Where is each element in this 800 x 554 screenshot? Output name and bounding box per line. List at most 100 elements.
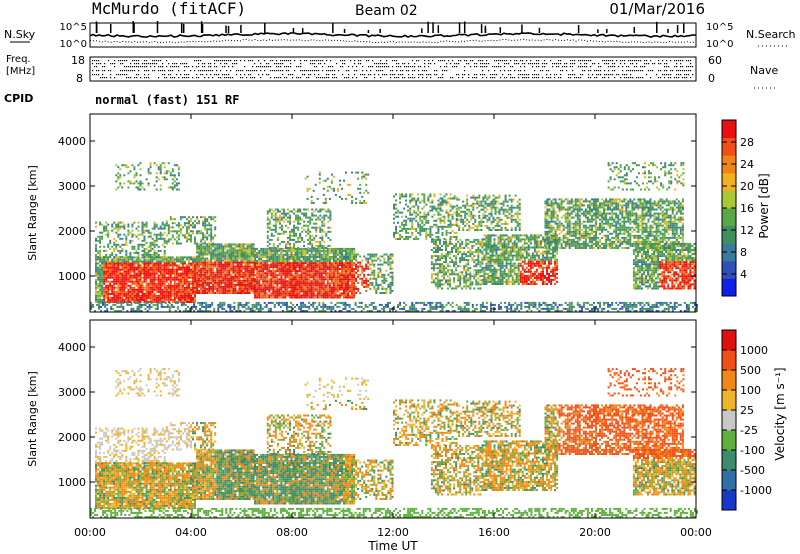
echo-cell: [166, 265, 168, 267]
freq-dot: [368, 66, 369, 67]
echo-cell: [247, 270, 249, 272]
echo-cell: [313, 280, 315, 282]
echo-cell: [467, 277, 469, 279]
echo-cell: [166, 279, 168, 281]
echo-cell: [266, 264, 268, 266]
echo-cell: [459, 277, 461, 279]
echo-cell: [313, 297, 315, 299]
freq-dot: [412, 60, 413, 61]
freq-dot: [592, 74, 593, 75]
echo-cell: [280, 266, 282, 268]
echo-cell: [245, 272, 247, 274]
echo-cell: [150, 293, 152, 295]
echo-cell: [212, 274, 214, 276]
echo-cell: [176, 297, 178, 299]
echo-cell: [119, 261, 121, 263]
echo-cell: [245, 247, 247, 249]
freq-dot: [558, 66, 559, 67]
freq-dot: [184, 77, 185, 78]
echo-cell: [103, 258, 105, 260]
echo-cell: [158, 299, 160, 301]
freq-dot: [504, 60, 505, 61]
echo-cell: [247, 256, 249, 258]
echo-cell: [212, 256, 214, 258]
echo-cell: [487, 275, 489, 277]
echo-cell: [115, 269, 117, 271]
echo-cell: [431, 261, 433, 263]
echo-cell: [347, 272, 349, 274]
echo-cell: [160, 273, 162, 275]
freq-dot: [208, 63, 209, 64]
echo-cell: [182, 263, 184, 265]
echo-cell: [176, 291, 178, 293]
echo-cell: [245, 282, 247, 284]
freq-dot: [358, 63, 359, 64]
echo-cell: [498, 243, 500, 245]
echo-cell: [467, 273, 469, 275]
echo-cell: [146, 287, 148, 289]
freq-dot: [424, 60, 425, 61]
freq-dot: [606, 60, 607, 61]
echo-cell: [305, 286, 307, 288]
echo-cell: [435, 285, 437, 287]
echo-cell: [152, 283, 154, 285]
echo-cell: [268, 288, 270, 290]
freq-dot: [572, 70, 573, 71]
freq-dot: [422, 74, 423, 75]
echo-cell: [196, 278, 198, 280]
echo-cell: [282, 270, 284, 272]
echo-cell: [113, 291, 115, 293]
echo-cell: [109, 273, 111, 275]
echo-cell: [142, 283, 144, 285]
freq-dot: [216, 60, 217, 61]
freq-dot: [254, 77, 255, 78]
echo-cell: [97, 293, 99, 295]
echo-cell: [262, 266, 264, 268]
freq-dot: [204, 70, 205, 71]
echo-cell: [317, 294, 319, 296]
echo-cell: [492, 277, 494, 279]
echo-cell: [113, 277, 115, 279]
echo-cell: [286, 284, 288, 286]
freq-dot: [514, 70, 515, 71]
freq-dot: [146, 66, 147, 67]
echo-cell: [160, 263, 162, 265]
echo-cell: [518, 275, 520, 277]
echo-cell: [210, 288, 212, 290]
echo-cell: [182, 277, 184, 279]
echo-cell: [222, 292, 224, 294]
echo-cell: [142, 287, 144, 289]
echo-cell: [353, 254, 355, 256]
echo-cell: [498, 283, 500, 285]
echo-cell: [528, 279, 530, 281]
echo-cell: [357, 276, 359, 278]
echo-cell: [188, 267, 190, 269]
freq-dot: [538, 63, 539, 64]
echo-cell: [234, 276, 236, 278]
echo-cell: [156, 291, 158, 293]
echo-cell: [121, 283, 123, 285]
echo-cell: [184, 299, 186, 301]
echo-cell: [333, 256, 335, 258]
echo-cell: [371, 278, 373, 280]
echo-cell: [295, 292, 297, 294]
freq-dot: [326, 60, 327, 61]
echo-cell: [164, 277, 166, 279]
echo-cell: [490, 255, 492, 257]
echo-cell: [379, 272, 381, 274]
echo-cell: [251, 245, 253, 247]
echo-cell: [508, 273, 510, 275]
echo-cell: [335, 256, 337, 258]
echo-cell: [182, 281, 184, 283]
echo-cell: [274, 290, 276, 292]
echo-cell: [369, 256, 371, 258]
echo-cell: [131, 287, 133, 289]
echo-cell: [245, 284, 247, 286]
echo-cell: [249, 266, 251, 268]
echo-cell: [107, 271, 109, 273]
echo-cell: [202, 272, 204, 274]
echo-cell: [341, 274, 343, 276]
freq-dot: [570, 77, 571, 78]
echo-cell: [247, 266, 249, 268]
echo-cell: [327, 264, 329, 266]
